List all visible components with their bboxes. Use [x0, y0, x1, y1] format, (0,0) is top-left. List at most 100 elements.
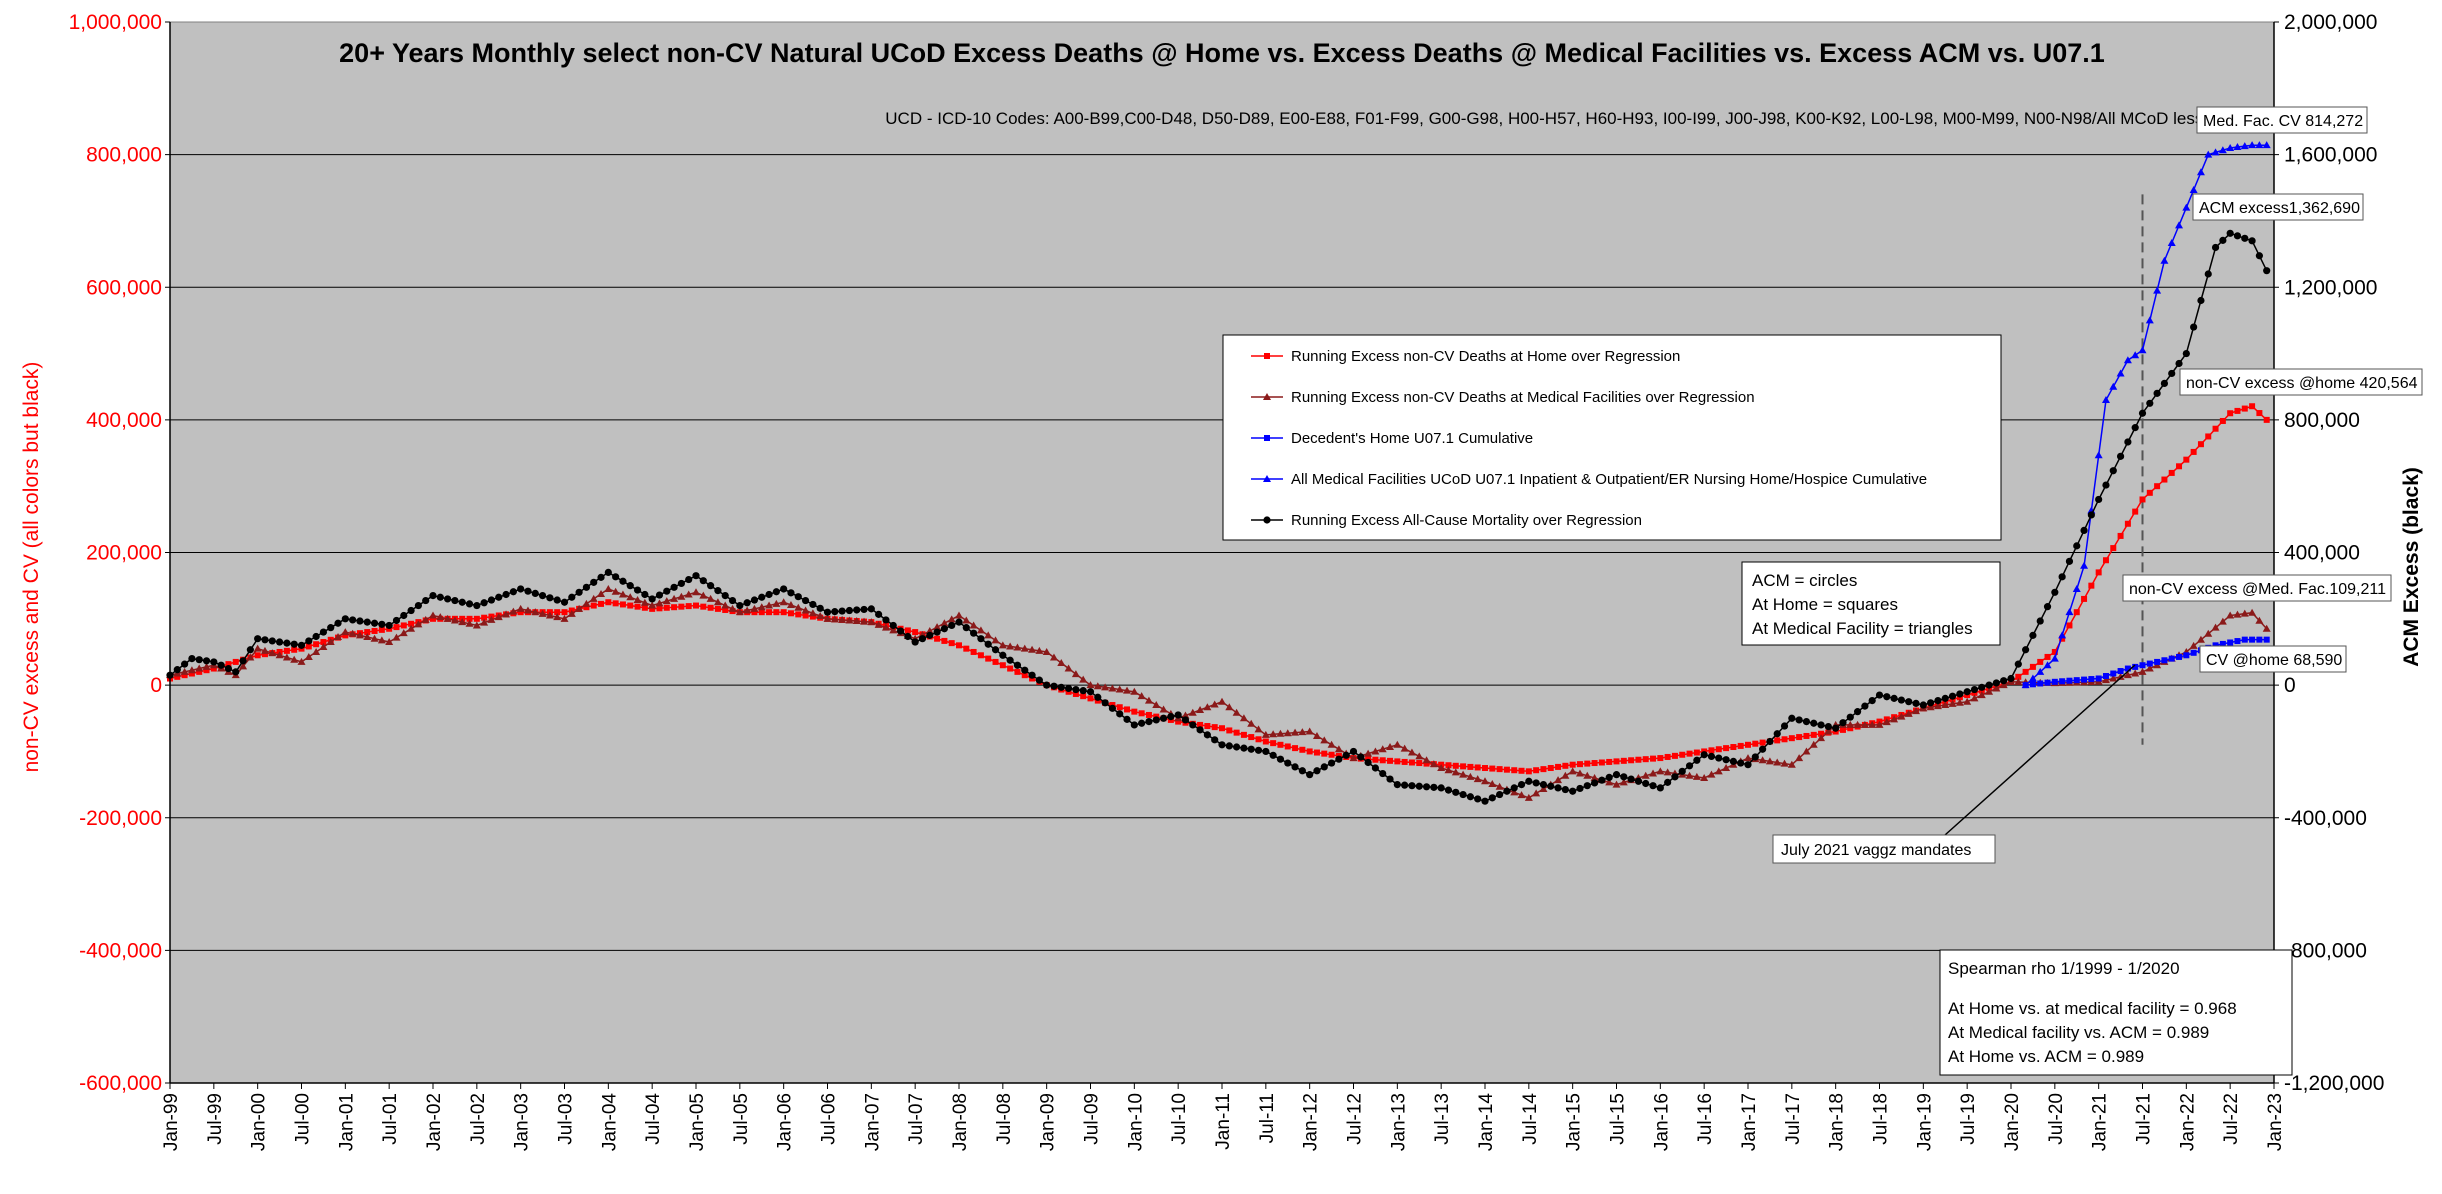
data-point — [605, 599, 612, 606]
data-point — [2153, 389, 2161, 397]
data-point — [567, 609, 576, 617]
data-point — [684, 590, 693, 598]
data-point — [1284, 759, 1292, 767]
data-point — [985, 655, 992, 662]
data-point — [984, 640, 992, 648]
data-point — [1247, 745, 1255, 753]
data-point — [722, 606, 729, 613]
x-tick-label: Jan-10 — [1125, 1093, 1146, 1151]
data-point — [940, 625, 948, 633]
data-point — [2132, 663, 2139, 670]
data-point — [1795, 716, 1803, 724]
data-point — [962, 624, 970, 632]
data-point — [2058, 631, 2067, 639]
data-point — [934, 635, 941, 642]
data-point — [1203, 703, 1212, 711]
data-point — [956, 642, 962, 649]
data-point — [831, 608, 839, 616]
data-point — [2072, 584, 2081, 592]
data-point — [1218, 741, 1226, 749]
data-point — [1510, 784, 1518, 792]
data-point — [1218, 697, 1226, 705]
data-point — [933, 628, 941, 636]
data-point — [422, 596, 430, 605]
data-point — [1437, 784, 1445, 792]
y-axis-label-left: non-CV excess and CV (all colors but bla… — [20, 362, 43, 773]
y-tick-label-left: -600,000 — [79, 1072, 162, 1095]
data-point — [1144, 696, 1153, 704]
data-point — [911, 638, 919, 646]
data-point — [677, 592, 686, 600]
data-point — [2227, 639, 2234, 646]
data-point — [2196, 635, 2205, 643]
x-tick-label: Jan-17 — [1739, 1093, 1760, 1151]
data-point — [2219, 236, 2227, 244]
data-point — [2102, 557, 2109, 564]
data-point — [342, 632, 349, 639]
data-point — [648, 595, 656, 603]
data-point — [1839, 726, 1846, 733]
data-point — [1086, 681, 1095, 689]
data-point — [1590, 773, 1599, 781]
data-point — [268, 649, 277, 657]
data-point — [1423, 760, 1430, 767]
data-point — [618, 590, 627, 598]
data-point — [2175, 221, 2184, 229]
data-point — [1496, 766, 1503, 773]
data-point — [1364, 758, 1372, 767]
data-point — [356, 617, 364, 625]
data-point — [2132, 508, 2139, 515]
data-point — [364, 629, 371, 636]
data-point — [779, 598, 788, 606]
data-point — [2094, 451, 2103, 459]
data-point — [451, 596, 459, 605]
data-point — [626, 582, 634, 590]
data-point — [2058, 573, 2066, 581]
data-point — [1788, 735, 1795, 742]
data-point — [604, 584, 613, 592]
data-point — [1197, 721, 1204, 728]
x-tick-label: Jul-05 — [731, 1093, 752, 1145]
data-point — [948, 640, 955, 647]
data-point — [619, 601, 626, 608]
data-point — [1400, 744, 1409, 752]
data-point — [2219, 640, 2226, 647]
data-point — [312, 647, 321, 655]
data-point — [1707, 752, 1716, 761]
y-tick-label-left: 1,000,000 — [69, 11, 162, 34]
data-point — [955, 611, 963, 619]
data-point — [2139, 496, 2146, 503]
data-point — [1635, 756, 1642, 763]
data-point — [1547, 765, 1554, 772]
data-point — [1511, 767, 1518, 774]
data-point — [1729, 757, 1737, 765]
data-point — [1693, 749, 1700, 756]
data-point — [1977, 691, 1986, 699]
data-point — [414, 601, 422, 610]
data-point — [904, 627, 911, 634]
x-tick-label: Jan-22 — [2177, 1093, 2198, 1151]
data-point — [232, 658, 239, 665]
data-point — [1378, 745, 1387, 753]
data-point — [275, 638, 284, 646]
data-point — [1708, 747, 1715, 754]
data-point — [1941, 694, 1949, 702]
data-point — [685, 575, 693, 584]
data-point — [2095, 495, 2103, 504]
data-point — [2154, 658, 2161, 665]
data-point — [728, 596, 737, 605]
data-point — [1093, 682, 1102, 690]
data-point — [1861, 702, 1869, 710]
data-point — [181, 660, 189, 668]
data-point — [1963, 688, 1971, 696]
data-point — [663, 587, 671, 595]
data-point — [450, 616, 459, 624]
data-point — [1934, 696, 1942, 705]
data-point — [2226, 143, 2235, 151]
data-point — [751, 609, 758, 616]
data-point — [1745, 741, 1751, 748]
data-point — [1481, 777, 1489, 785]
chart-title: 20+ Years Monthly select non-CV Natural … — [339, 38, 2105, 68]
y-tick-label-right: 0 — [2284, 674, 2296, 697]
data-point — [1474, 764, 1481, 771]
